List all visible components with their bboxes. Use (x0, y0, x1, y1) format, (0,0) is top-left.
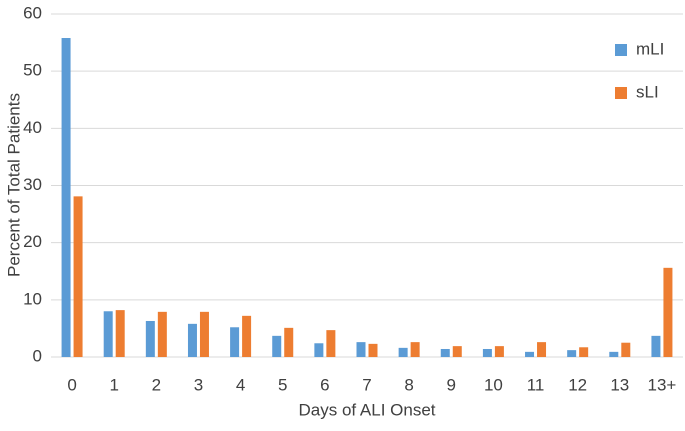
bar (579, 347, 589, 357)
x-tick-label: 8 (404, 375, 413, 394)
x-axis-title: Days of ALI Onset (298, 400, 435, 419)
bar (398, 347, 408, 357)
y-tick-label: 50 (23, 61, 42, 80)
bar (242, 315, 252, 357)
bar (525, 351, 535, 357)
x-tick-label: 11 (527, 375, 545, 394)
bar (440, 348, 450, 357)
y-tick-label: 0 (33, 346, 42, 365)
bar (103, 311, 113, 357)
bar (284, 327, 294, 357)
bar (368, 343, 378, 357)
x-tick-label: 6 (320, 375, 329, 394)
legend-label: sLI (636, 82, 659, 101)
x-tick-label: 5 (278, 375, 287, 394)
bar (272, 335, 282, 357)
x-tick-label: 3 (194, 375, 203, 394)
x-tick-label: 12 (568, 375, 587, 394)
bar (230, 327, 240, 357)
bar (621, 342, 631, 357)
x-tick-label: 9 (447, 375, 456, 394)
y-axis-title: Percent of Total Patients (4, 93, 23, 277)
x-tick-label: 1 (109, 375, 118, 394)
bar (157, 311, 167, 357)
bar (61, 38, 71, 357)
x-tick-label: 0 (67, 375, 76, 394)
y-tick-label: 10 (23, 289, 42, 308)
bar (609, 351, 619, 357)
y-tick-label: 60 (23, 3, 42, 22)
legend-swatch (615, 44, 627, 56)
bar (651, 335, 661, 357)
bar (145, 320, 155, 357)
x-tick-label: 13 (610, 375, 629, 394)
y-tick-label: 30 (23, 175, 42, 194)
bar (115, 310, 125, 357)
bar (537, 342, 547, 357)
bar (663, 267, 673, 357)
y-tick-label: 40 (23, 118, 42, 137)
bar (326, 330, 336, 357)
bar (314, 343, 324, 357)
y-tick-label: 20 (23, 232, 42, 251)
x-tick-label: 10 (484, 375, 503, 394)
x-tick-label: 7 (362, 375, 371, 394)
bar (187, 323, 197, 357)
bar (199, 311, 209, 357)
bar (452, 346, 462, 357)
bar (494, 346, 504, 357)
legend-label: mLI (636, 39, 664, 58)
x-tick-label: 4 (236, 375, 245, 394)
bar (73, 196, 83, 357)
bar (356, 342, 366, 357)
bar (410, 342, 420, 357)
bar (482, 348, 492, 357)
x-tick-label: 13+ (648, 375, 677, 394)
x-tick-label: 2 (152, 375, 161, 394)
bar (567, 350, 577, 357)
legend-swatch (615, 87, 627, 99)
